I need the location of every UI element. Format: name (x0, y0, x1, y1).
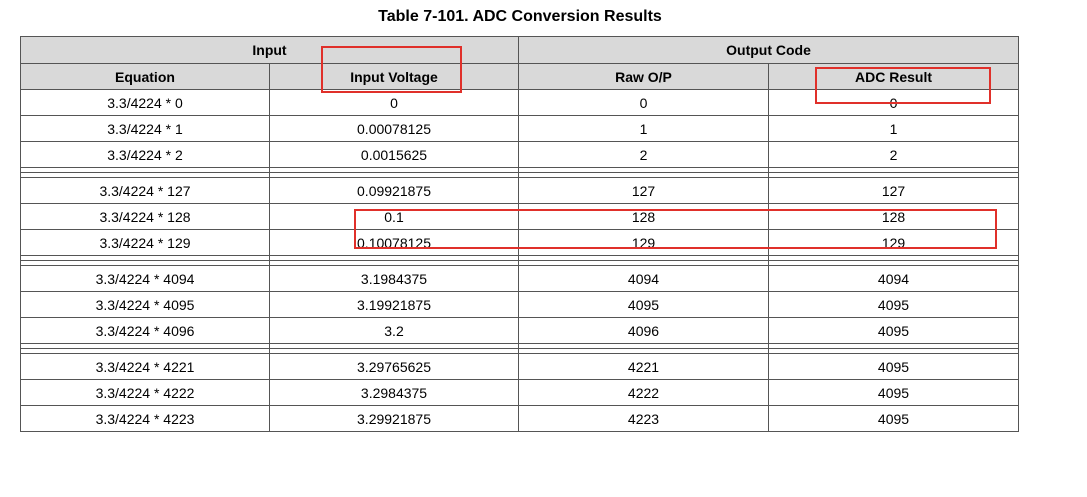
table-row: 3.3/4224 * 4222 3.2984375 4222 4095 (20, 379, 1020, 406)
table-row: 3.3/4224 * 129 0.10078125 129 129 (20, 229, 1020, 256)
adc-result-cell: 128 (767, 203, 1020, 230)
equation-cell: 3.3/4224 * 4223 (20, 405, 270, 432)
input-voltage-cell: 0.0015625 (269, 141, 519, 168)
equation-cell: 3.3/4224 * 128 (20, 203, 270, 230)
table-row: 3.3/4224 * 0 0 0 0 (20, 89, 1020, 116)
raw-op-cell: 4095 (518, 291, 769, 318)
input-group-header: Input (20, 36, 519, 64)
equation-cell: 3.3/4224 * 4221 (20, 353, 270, 380)
adc-conversion-table: Input Output Code Equation Input Voltage… (20, 36, 1020, 432)
adc-result-cell: 4095 (767, 379, 1020, 406)
equation-cell: 3.3/4224 * 0 (20, 89, 270, 116)
equation-cell: 3.3/4224 * 127 (20, 177, 270, 204)
equation-cell: 3.3/4224 * 4096 (20, 317, 270, 344)
equation-cell: 3.3/4224 * 4094 (20, 265, 270, 292)
input-voltage-cell: 0.10078125 (269, 229, 519, 256)
input-voltage-cell: 0.1 (269, 203, 519, 230)
input-voltage-cell: 0.00078125 (269, 115, 519, 142)
raw-op-cell: 2 (518, 141, 769, 168)
table-row: 3.3/4224 * 4096 3.2 4096 4095 (20, 317, 1020, 344)
equation-cell: 3.3/4224 * 2 (20, 141, 270, 168)
input-voltage-cell: 3.2 (269, 317, 519, 344)
adc-result-cell: 4094 (767, 265, 1020, 292)
adc-result-cell: 1 (767, 115, 1020, 142)
adc-result-cell: 129 (767, 229, 1020, 256)
adc-result-cell: 0 (767, 89, 1020, 116)
raw-op-cell: 4094 (518, 265, 769, 292)
input-voltage-cell: 0.09921875 (269, 177, 519, 204)
input-voltage-cell: 3.1984375 (269, 265, 519, 292)
input-voltage-column-header: Input Voltage (269, 63, 519, 90)
input-voltage-cell: 3.19921875 (269, 291, 519, 318)
raw-op-cell: 129 (518, 229, 769, 256)
input-voltage-cell: 3.29765625 (269, 353, 519, 380)
raw-op-cell: 4096 (518, 317, 769, 344)
equation-cell: 3.3/4224 * 4222 (20, 379, 270, 406)
table-row: 3.3/4224 * 128 0.1 128 128 (20, 203, 1020, 230)
equation-column-header: Equation (20, 63, 270, 90)
table-row: 3.3/4224 * 4223 3.29921875 4223 4095 (20, 405, 1020, 432)
table-row: 3.3/4224 * 4094 3.1984375 4094 4094 (20, 265, 1020, 292)
adc-result-cell: 4095 (767, 353, 1020, 380)
equation-cell: 3.3/4224 * 1 (20, 115, 270, 142)
equation-cell: 3.3/4224 * 4095 (20, 291, 270, 318)
table-row: 3.3/4224 * 127 0.09921875 127 127 (20, 177, 1020, 204)
table-title: Table 7-101. ADC Conversion Results (378, 8, 662, 25)
table-row: 3.3/4224 * 4095 3.19921875 4095 4095 (20, 291, 1020, 318)
adc-result-cell: 4095 (767, 317, 1020, 344)
adc-result-column-header: ADC Result (767, 63, 1020, 90)
raw-op-column-header: Raw O/P (518, 63, 769, 90)
raw-op-cell: 4223 (518, 405, 769, 432)
input-voltage-cell: 3.2984375 (269, 379, 519, 406)
raw-op-cell: 4222 (518, 379, 769, 406)
input-voltage-cell: 3.29921875 (269, 405, 519, 432)
adc-result-cell: 4095 (767, 405, 1020, 432)
adc-result-cell: 2 (767, 141, 1020, 168)
adc-result-cell: 127 (767, 177, 1020, 204)
raw-op-cell: 1 (518, 115, 769, 142)
adc-result-cell: 4095 (767, 291, 1020, 318)
table-row: 3.3/4224 * 1 0.00078125 1 1 (20, 115, 1020, 142)
input-voltage-cell: 0 (269, 89, 519, 116)
equation-cell: 3.3/4224 * 129 (20, 229, 270, 256)
raw-op-cell: 127 (518, 177, 769, 204)
table-row: 3.3/4224 * 4221 3.29765625 4221 4095 (20, 353, 1020, 380)
raw-op-cell: 4221 (518, 353, 769, 380)
raw-op-cell: 0 (518, 89, 769, 116)
raw-op-cell: 128 (518, 203, 769, 230)
table-row: 3.3/4224 * 2 0.0015625 2 2 (20, 141, 1020, 168)
output-code-group-header: Output Code (517, 36, 1020, 64)
